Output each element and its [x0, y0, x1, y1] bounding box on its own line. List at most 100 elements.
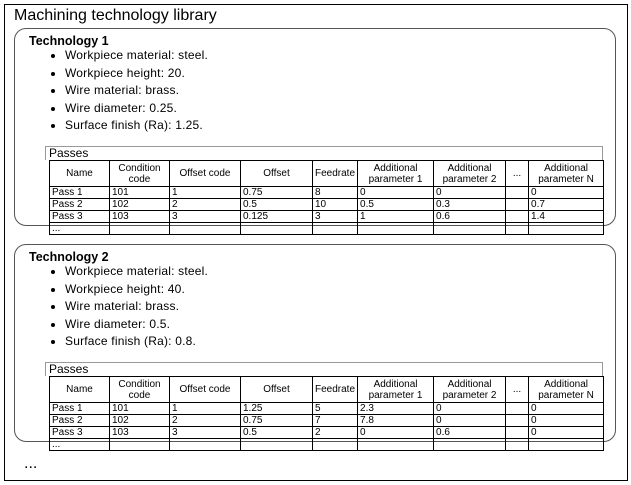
table-cell: 0 — [528, 426, 605, 439]
table-cell: 0 — [433, 186, 507, 199]
table-cell: 0.5 — [240, 426, 313, 439]
table-cell: 7.8 — [357, 414, 435, 427]
column-header: Feedrate — [311, 376, 359, 403]
table-row: ... — [49, 222, 605, 235]
table-row: Pass 2 102 2 0.75 7 7.8 0 0 — [49, 414, 605, 427]
table-cell: 0.75 — [240, 414, 313, 427]
table-cell — [505, 186, 530, 199]
table-cell — [311, 222, 359, 235]
table-cell: 7 — [311, 414, 359, 427]
passes-table: Name Condition code Offset code Offset Feedr… — [49, 376, 605, 451]
table-cell — [505, 198, 530, 211]
table-cell — [528, 222, 605, 235]
table-row: Pass 3 103 3 0.5 2 0 0.6 0 — [49, 426, 605, 439]
table-cell: 0.6 — [433, 210, 507, 223]
table-cell: 0 — [433, 414, 507, 427]
table-cell — [433, 438, 507, 451]
property-item: Workpiece height: 40. — [65, 281, 208, 299]
property-list: Workpiece material: steel.Workpiece heig… — [35, 47, 208, 135]
table-row: Pass 1 101 1 0.75 8 0 0 0 — [49, 186, 605, 199]
table-cell: 103 — [109, 210, 170, 223]
table-cell: 0 — [357, 186, 435, 199]
table-cell: 0 — [528, 186, 605, 199]
table-cell: 3 — [169, 210, 241, 223]
table-cell: 0.3 — [433, 198, 507, 211]
property-item: Wire diameter: 0.5. — [65, 316, 208, 334]
table-cell: 1 — [169, 186, 241, 199]
passes-label: Passes — [45, 362, 603, 376]
table-cell: 102 — [109, 198, 170, 211]
table-cell: 0 — [433, 402, 507, 415]
table-cell: 103 — [109, 426, 170, 439]
table-row: Pass 1 101 1 1.25 5 2.3 0 0 — [49, 402, 605, 415]
column-header: ... — [505, 160, 530, 187]
column-header: Name — [49, 160, 110, 187]
table-cell — [357, 222, 435, 235]
column-header: Offset code — [169, 376, 241, 403]
table-cell: 8 — [311, 186, 359, 199]
table-cell: 0.7 — [528, 198, 605, 211]
table-cell — [240, 438, 313, 451]
column-header: Additional parameter 2 — [433, 160, 507, 187]
column-header: Offset — [240, 376, 313, 403]
column-header: Additional parameter 2 — [433, 376, 507, 403]
table-cell — [505, 438, 530, 451]
table-cell: 2 — [311, 426, 359, 439]
table-cell: 3 — [169, 426, 241, 439]
table-cell: 101 — [109, 186, 170, 199]
table-cell — [311, 438, 359, 451]
table-cell — [505, 426, 530, 439]
technology-title: Technology 1 — [29, 34, 109, 48]
table-cell: 0.125 — [240, 210, 313, 223]
column-header: Name — [49, 376, 110, 403]
table-cell — [505, 414, 530, 427]
property-list: Workpiece material: steel.Workpiece heig… — [35, 263, 208, 351]
table-cell: 5 — [311, 402, 359, 415]
table-cell: 1.25 — [240, 402, 313, 415]
table-cell: Pass 2 — [49, 414, 110, 427]
property-item: Workpiece height: 20. — [65, 65, 208, 83]
table-header: Name Condition code Offset code Offset Feedr… — [49, 376, 605, 403]
table-cell: 101 — [109, 402, 170, 415]
table-cell — [357, 438, 435, 451]
property-item: Wire material: brass. — [65, 82, 208, 100]
column-header: Additional parameter N — [528, 376, 605, 403]
table-cell: Pass 1 — [49, 402, 110, 415]
table-cell: 0.5 — [240, 198, 313, 211]
table-cell: 2 — [169, 414, 241, 427]
property-item: Workpiece material: steel. — [65, 263, 208, 281]
property-item: Workpiece material: steel. — [65, 47, 208, 65]
table-cell — [505, 402, 530, 415]
table-cell — [528, 438, 605, 451]
table-cell: Pass 2 — [49, 198, 110, 211]
table-cell — [240, 222, 313, 235]
library-frame — [4, 4, 628, 481]
property-item: Surface finish (Ra): 1.25. — [65, 117, 208, 135]
table-cell: 0.6 — [433, 426, 507, 439]
table-cell — [505, 210, 530, 223]
table-cell: 1 — [169, 402, 241, 415]
table-row: ... — [49, 438, 605, 451]
table-cell: 10 — [311, 198, 359, 211]
column-header: Additional parameter 1 — [357, 160, 435, 187]
technology-card: Technology 2Workpiece material: steel.Wo… — [14, 244, 616, 451]
column-header: Condition code — [109, 376, 170, 403]
table-cell: Pass 3 — [49, 210, 110, 223]
column-header: Condition code — [109, 160, 170, 187]
column-header: Offset — [240, 160, 313, 187]
table-cell: 0 — [528, 414, 605, 427]
table-cell: ... — [49, 438, 110, 451]
column-header: Additional parameter 1 — [357, 376, 435, 403]
table-cell: 1 — [357, 210, 435, 223]
table-cell: 102 — [109, 414, 170, 427]
column-header: Offset code — [169, 160, 241, 187]
passes-table: Name Condition code Offset code Offset Feedr… — [49, 160, 605, 235]
table-cell — [109, 438, 170, 451]
table-cell — [109, 222, 170, 235]
table-cell: 0.5 — [357, 198, 435, 211]
table-cell — [169, 438, 241, 451]
table-cell: 0.75 — [240, 186, 313, 199]
table-cell: Pass 1 — [49, 186, 110, 199]
table-cell: 1.4 — [528, 210, 605, 223]
table-cell — [433, 222, 507, 235]
